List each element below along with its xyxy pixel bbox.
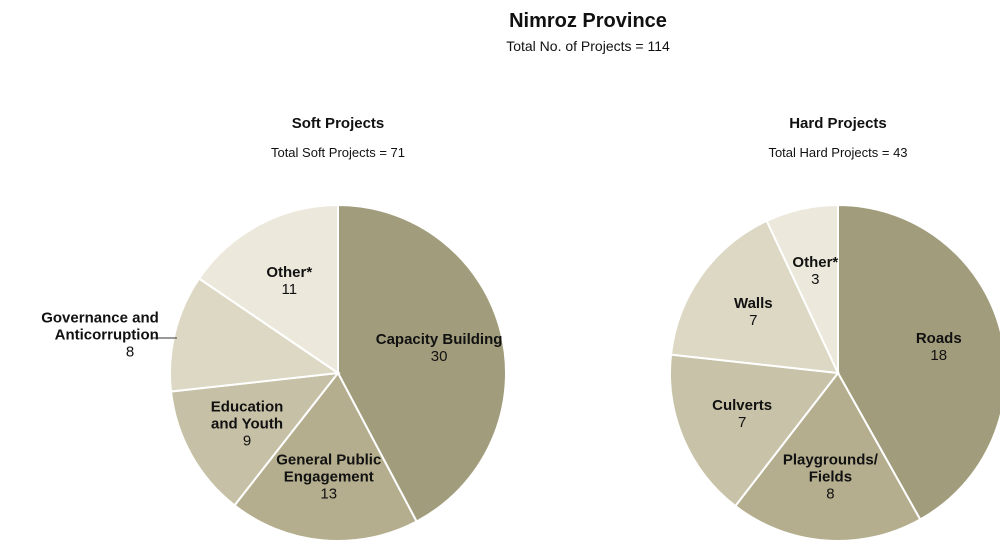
slice-name: Governance and Anticorruption bbox=[41, 309, 159, 344]
slice-name: Other* bbox=[792, 254, 839, 272]
slice-label: Playgrounds/ Fields 8 bbox=[783, 451, 878, 502]
slice-name: Roads bbox=[915, 329, 962, 347]
slice-value: 3 bbox=[811, 271, 820, 289]
slice-value: 13 bbox=[320, 485, 338, 503]
slice-name: Playgrounds/ Fields bbox=[782, 451, 878, 486]
slice-name: Walls bbox=[733, 295, 773, 313]
pie-slice bbox=[733, 371, 922, 542]
chart-title: Soft Projects bbox=[291, 115, 385, 132]
pie-slice bbox=[233, 371, 418, 542]
pie-slice bbox=[337, 203, 507, 523]
title: Nimroz Province bbox=[509, 10, 667, 32]
slice-label: Other* 3 bbox=[792, 254, 838, 288]
pie-slice bbox=[197, 203, 339, 375]
slice-label: Education and Youth 9 bbox=[211, 398, 284, 449]
slice-value: 8 bbox=[125, 343, 135, 361]
chart-subtitle: Total Hard Projects = 43 bbox=[768, 145, 908, 160]
slice-label: Other* 11 bbox=[266, 264, 312, 298]
slice-value: 8 bbox=[826, 485, 835, 503]
slice-label: Capacity Building 30 bbox=[376, 331, 503, 365]
slice-name: Education and Youth bbox=[210, 398, 284, 433]
pie-slice bbox=[765, 203, 839, 374]
slice-label: Walls 7 bbox=[734, 295, 773, 329]
subtitle: Total No. of Projects = 114 bbox=[506, 38, 670, 54]
slice-value: 9 bbox=[242, 432, 252, 450]
pie-slice bbox=[669, 219, 840, 375]
slice-value: 18 bbox=[930, 346, 948, 364]
slice-value: 30 bbox=[430, 347, 448, 365]
chart-title: Hard Projects bbox=[789, 115, 887, 132]
slice-label: General Public Engagement 13 bbox=[276, 451, 381, 502]
slice-label: Culverts 7 bbox=[712, 397, 772, 431]
pie-slice bbox=[837, 203, 1000, 521]
slice-label: Governance and Anticorruption 8 bbox=[41, 310, 159, 361]
slice-name: Capacity Building bbox=[375, 330, 503, 348]
slice-name: Culverts bbox=[712, 396, 773, 414]
chart-subtitle: Total Soft Projects = 71 bbox=[270, 145, 406, 160]
slice-value: 7 bbox=[749, 312, 758, 330]
pie-slice bbox=[169, 277, 341, 393]
slice-value: 11 bbox=[281, 280, 298, 298]
slice-label: Roads 18 bbox=[916, 330, 962, 364]
pie-slice bbox=[669, 353, 840, 508]
pie-slice bbox=[169, 371, 341, 507]
slice-name: Other* bbox=[266, 263, 313, 281]
slice-name: General Public Engagement bbox=[276, 451, 382, 486]
slice-value: 7 bbox=[737, 413, 747, 431]
